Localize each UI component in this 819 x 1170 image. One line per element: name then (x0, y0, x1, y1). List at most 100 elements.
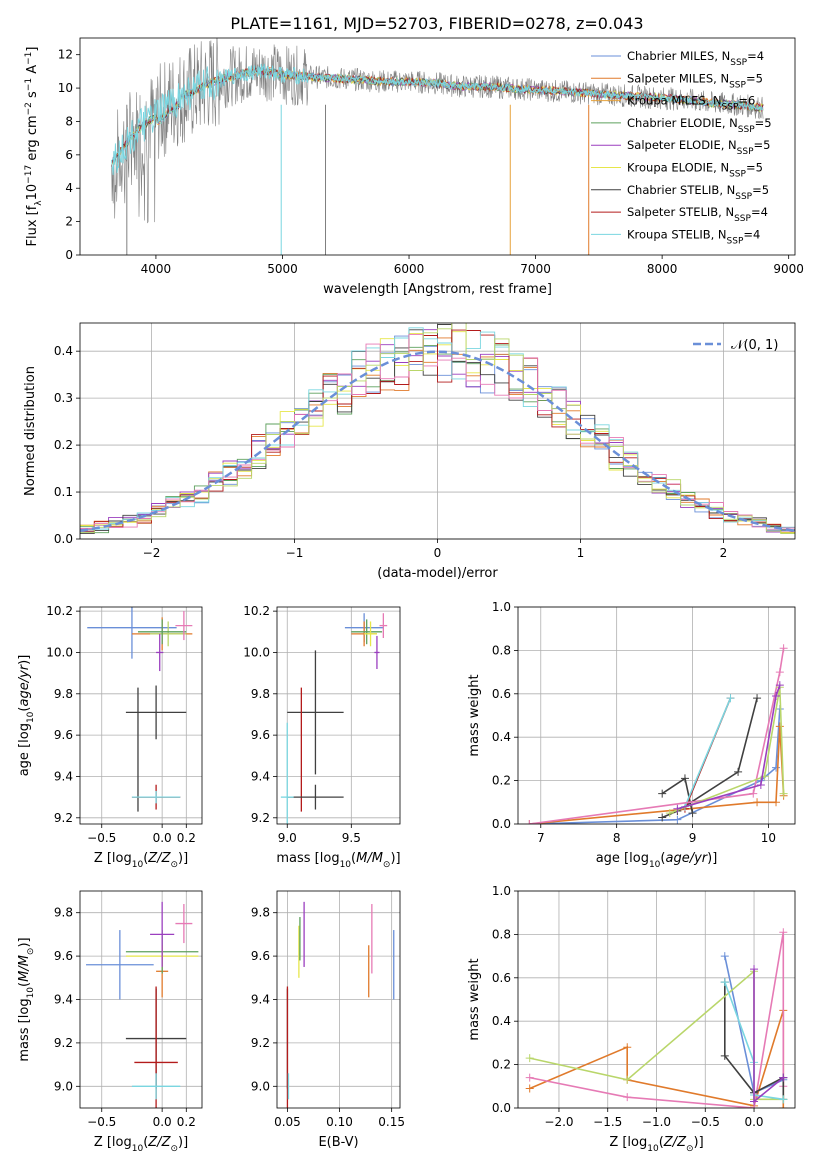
x-axis-label: Z [log10(Z/Z⊙)] (609, 1135, 703, 1154)
y-axis-label: Flux [fλ10−17 erg cm−2 s−1 A−1] (24, 47, 44, 247)
weight-point-marker (525, 1084, 534, 1093)
weight-point-marker (658, 789, 667, 798)
label-part: SSP (735, 192, 752, 202)
y-tick-label: 0.2 (492, 774, 511, 788)
legend-entry: Salpeter MILES, NSSP=5 (627, 71, 763, 90)
y-tick-label: 0.4 (54, 344, 73, 358)
x-tick-label: 0.2 (177, 831, 196, 845)
y-tick-label: 0.6 (492, 971, 511, 985)
weight-point-marker (779, 1095, 788, 1104)
x-tick-label: 2 (720, 546, 728, 560)
label-part: wavelength [Angstrom, rest frame] (323, 282, 552, 297)
label-part: age/yr (17, 663, 32, 706)
page-title: PLATE=1161, MJD=52703, FIBERID=0278, z=0… (230, 14, 643, 33)
weight-point-marker (720, 978, 729, 987)
x-tick-label: −2.0 (544, 1115, 573, 1129)
y-tick-label: 0.2 (492, 1058, 511, 1072)
label-part: ( (17, 982, 32, 987)
label-part: SSP (734, 214, 751, 224)
label-part: Chabrier ELODIE, N (627, 116, 738, 130)
label-part: ( (143, 851, 148, 866)
label-part: Chabrier MILES, N (627, 49, 730, 63)
weight-point-marker (779, 789, 788, 798)
label-part: =4 (743, 227, 760, 241)
label-part: Flux [f (25, 205, 40, 246)
weight-point-marker (779, 644, 788, 653)
weight-point-marker (623, 1075, 632, 1084)
x-axis-label: (data-model)/error (377, 566, 498, 581)
x-tick-label: −0.5 (87, 1115, 116, 1129)
y-tick-label: 9.0 (54, 1079, 73, 1093)
weight-point-marker (775, 722, 784, 731)
x-tick-label: 8000 (647, 262, 678, 276)
y-tick-label: 0.0 (54, 532, 73, 546)
weight-series-line (684, 697, 732, 807)
weight-point-marker (525, 1054, 534, 1063)
label-part: (data-model)/error (377, 566, 498, 581)
residual-histogram (80, 334, 795, 530)
x-tick-label: 7 (537, 831, 545, 845)
weight-point-marker (720, 952, 729, 961)
label-part: 10 (25, 184, 40, 201)
panel-spectrum: 4000 5000 6000 7000 8000 9000 0 2 4 6 8 10 12 wavelen… (24, 37, 804, 297)
label-part: SSP (737, 147, 754, 157)
x-tick-label: 9000 (773, 262, 804, 276)
axes-frame (79, 322, 796, 540)
x-tick-label: 9.5 (342, 831, 361, 845)
legend-entry: 𝒩(0, 1) (731, 338, 778, 353)
label-part: SSP (722, 103, 739, 113)
weight-point-marker (779, 1073, 788, 1082)
label-part: =5 (752, 183, 769, 197)
x-tick-label: 0.0 (744, 1115, 763, 1129)
y-tick-label: 9.0 (251, 1079, 270, 1093)
legend-entry: Chabrier ELODIE, NSSP=5 (627, 116, 772, 135)
label-part: )] (17, 937, 32, 947)
weight-point-marker (779, 928, 788, 937)
panel-mass-vs-ebv: 0.05 0.10 0.15 9.0 9.2 9.4 9.6 9.8 E(B-V) (251, 890, 405, 1150)
label-part: Z [log (94, 1135, 132, 1150)
y-tick-label: 6 (65, 148, 73, 162)
label-part: =5 (746, 71, 763, 85)
label-part: Kroupa ELODIE, N (627, 161, 729, 175)
x-axis-label: mass [log10(M/M⊙)] (276, 851, 400, 870)
label-part: SSP (738, 125, 755, 135)
x-tick-label: 0.05 (274, 1115, 301, 1129)
y-tick-label: 9.2 (54, 811, 73, 825)
normal-distribution-curve (80, 350, 795, 533)
x-tick-label: −0.5 (87, 831, 116, 845)
label-part: SSP (729, 80, 746, 90)
y-tick-label: 9.4 (251, 993, 270, 1007)
label-part: SSP (729, 170, 746, 180)
x-tick-label: 0.0 (153, 1115, 172, 1129)
residual-histogram (80, 327, 795, 531)
label-part: )] (707, 851, 717, 866)
label-part: )] (390, 851, 400, 866)
weight-point-marker (750, 1097, 759, 1106)
weight-point-marker (772, 798, 781, 807)
legend-entry: Kroupa STELIB, NSSP=4 (627, 227, 760, 246)
weight-point-marker (749, 789, 758, 798)
label-part: =5 (746, 161, 763, 175)
y-tick-label: 0.2 (54, 438, 73, 452)
y-axis-label: mass [log10(M/M⊙)] (17, 937, 36, 1061)
x-tick-label: 0.2 (177, 1115, 196, 1129)
grid-lines (80, 607, 202, 824)
label-part: Z [log (94, 851, 132, 866)
legend-entry: Chabrier MILES, NSSP=4 (627, 49, 764, 68)
weight-point-marker (734, 767, 743, 776)
y-tick-label: 0.6 (492, 687, 511, 701)
weight-point-marker (753, 798, 762, 807)
label-part: Salpeter STELIB, N (627, 205, 734, 219)
weight-point-marker (525, 820, 534, 824)
x-axis-label: E(B-V) (318, 1135, 358, 1150)
weight-point-marker (688, 809, 697, 818)
panel-age-vs-mass: 9.0 9.5 9.2 9.4 9.6 9.8 10.0 10.2 mass [log10(M/… (243, 604, 400, 870)
label-part: ( (659, 1135, 664, 1150)
label-part: Kroupa STELIB, N (627, 227, 727, 241)
weight-point-marker (680, 774, 689, 783)
label-part: s (25, 91, 40, 102)
label-part: −1 (24, 78, 34, 91)
axes-frame (276, 890, 401, 1109)
weight-point-marker (756, 780, 765, 789)
label-part: ( (660, 851, 665, 866)
